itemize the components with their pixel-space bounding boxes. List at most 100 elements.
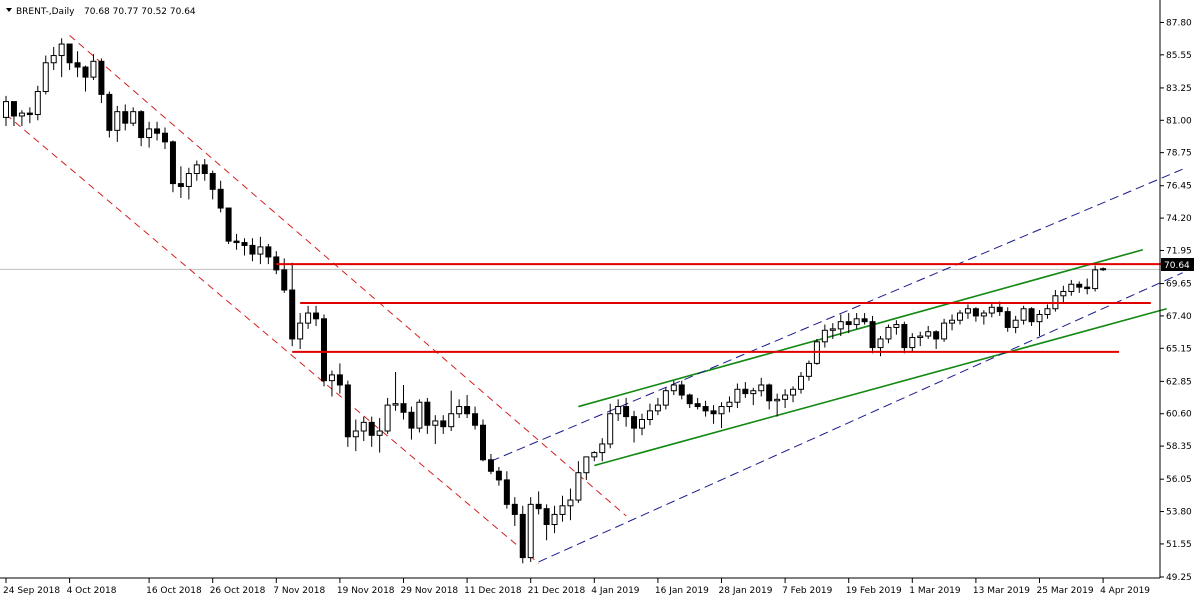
- trend-line-red-dash-4: [5, 114, 539, 564]
- candle: [241, 238, 248, 256]
- candle-body-bull: [392, 403, 399, 406]
- time-tick-label: 1 Mar 2019: [909, 586, 961, 596]
- candle: [257, 236, 264, 265]
- candle: [146, 121, 153, 148]
- candle-body-bear: [98, 60, 105, 95]
- candle: [702, 400, 709, 417]
- candle: [957, 310, 963, 325]
- candle-body-bear: [241, 242, 248, 246]
- candle-body-bull: [957, 312, 963, 321]
- candle-body-bear: [321, 318, 327, 382]
- candle: [1060, 285, 1067, 303]
- candle-body-bull: [607, 413, 614, 445]
- candle-body-bear: [10, 101, 17, 117]
- candle: [26, 107, 33, 124]
- candle-body-bear: [344, 384, 351, 438]
- candle-body-bull: [790, 388, 797, 396]
- trend-line-green-1: [578, 248, 1144, 408]
- candle-body-bear: [861, 318, 868, 323]
- candle: [646, 403, 653, 426]
- candle-body-bear: [742, 388, 749, 395]
- candle-body-bull: [615, 406, 622, 415]
- candle: [50, 46, 57, 70]
- axes-layer: [0, 0, 1161, 579]
- candle: [273, 251, 280, 275]
- candle-body-bull: [18, 112, 25, 117]
- candle: [535, 491, 542, 515]
- candle-body-bear: [1004, 311, 1011, 328]
- candle: [82, 65, 89, 92]
- dropdown-triangle-icon[interactable]: [6, 8, 12, 12]
- symbol-label: BRENT-,Daily: [16, 7, 75, 17]
- candle-body-bear: [933, 331, 940, 340]
- time-tick-label: 7 Feb 2019: [782, 586, 833, 596]
- candle: [551, 505, 558, 534]
- candle: [511, 497, 518, 526]
- candle-body-bear: [511, 503, 518, 515]
- candle-body-bull: [670, 384, 677, 392]
- candle: [527, 497, 534, 562]
- candle-body-bear: [766, 384, 773, 402]
- candle: [328, 370, 335, 397]
- candle-body-bear: [678, 384, 685, 396]
- time-tick-label: 25 Mar 2019: [1037, 586, 1094, 596]
- candle: [456, 399, 463, 419]
- candle: [495, 466, 502, 486]
- candle-body-bull: [893, 324, 900, 328]
- candle: [162, 127, 168, 150]
- time-tick-label: 4 Apr 2019: [1100, 586, 1150, 596]
- candle-body-bear: [201, 164, 208, 175]
- candle-body-bear: [845, 321, 852, 326]
- candle: [805, 360, 812, 381]
- candle: [980, 310, 987, 325]
- current-price-tag: 70.64: [1161, 258, 1194, 271]
- candle-body-bull: [988, 306, 995, 314]
- time-tick-label: 28 Jan 2019: [719, 586, 773, 596]
- candle-body-bull: [130, 111, 137, 124]
- candle-body-bull: [3, 101, 9, 118]
- time-tick-label: 7 Nov 2018: [273, 586, 325, 596]
- candle-body-bull: [146, 128, 153, 139]
- candle: [909, 333, 916, 352]
- candle-body-bear: [138, 111, 145, 139]
- candle: [869, 315, 876, 354]
- candle-body-bull: [432, 420, 439, 426]
- candle: [344, 380, 351, 447]
- chart-header: BRENT-,Daily 70.68 70.77 70.52 70.64: [6, 7, 196, 17]
- candle: [217, 180, 224, 213]
- candle: [185, 167, 192, 200]
- candle-body-bull: [726, 401, 733, 408]
- price-tick-label: 76.45: [1166, 182, 1192, 192]
- candle-body-bull: [805, 362, 812, 377]
- candle-body-bear: [26, 112, 33, 116]
- time-tick-label: 13 Mar 2019: [973, 586, 1030, 596]
- candle: [424, 397, 431, 434]
- candle-body-bear: [217, 188, 224, 209]
- candle: [901, 321, 908, 354]
- candle-body-bull: [114, 111, 121, 131]
- candle: [750, 387, 757, 406]
- candle-body-bull: [352, 430, 359, 438]
- candle-body-bear: [1084, 286, 1091, 290]
- candle: [34, 85, 41, 121]
- candle-body-bull: [782, 394, 789, 400]
- candle: [1068, 279, 1075, 296]
- candle: [90, 54, 97, 81]
- trend-line-green-0: [594, 307, 1167, 467]
- candle: [360, 416, 367, 442]
- candle: [193, 160, 200, 181]
- candle-body-bull: [837, 321, 844, 330]
- candle: [853, 313, 860, 329]
- candle-body-bull: [1060, 290, 1067, 297]
- candle: [742, 382, 749, 398]
- price-tick-label: 85.55: [1166, 51, 1192, 61]
- candle-body-bull: [591, 452, 598, 458]
- candle: [464, 395, 471, 419]
- candle-body-bear: [66, 43, 73, 64]
- candle: [710, 405, 717, 424]
- price-tick-label: 60.60: [1166, 410, 1192, 420]
- time-tick-label: 19 Feb 2019: [846, 586, 902, 596]
- candle: [1020, 305, 1027, 325]
- candle: [1004, 307, 1011, 332]
- candle-body-bull: [305, 312, 312, 324]
